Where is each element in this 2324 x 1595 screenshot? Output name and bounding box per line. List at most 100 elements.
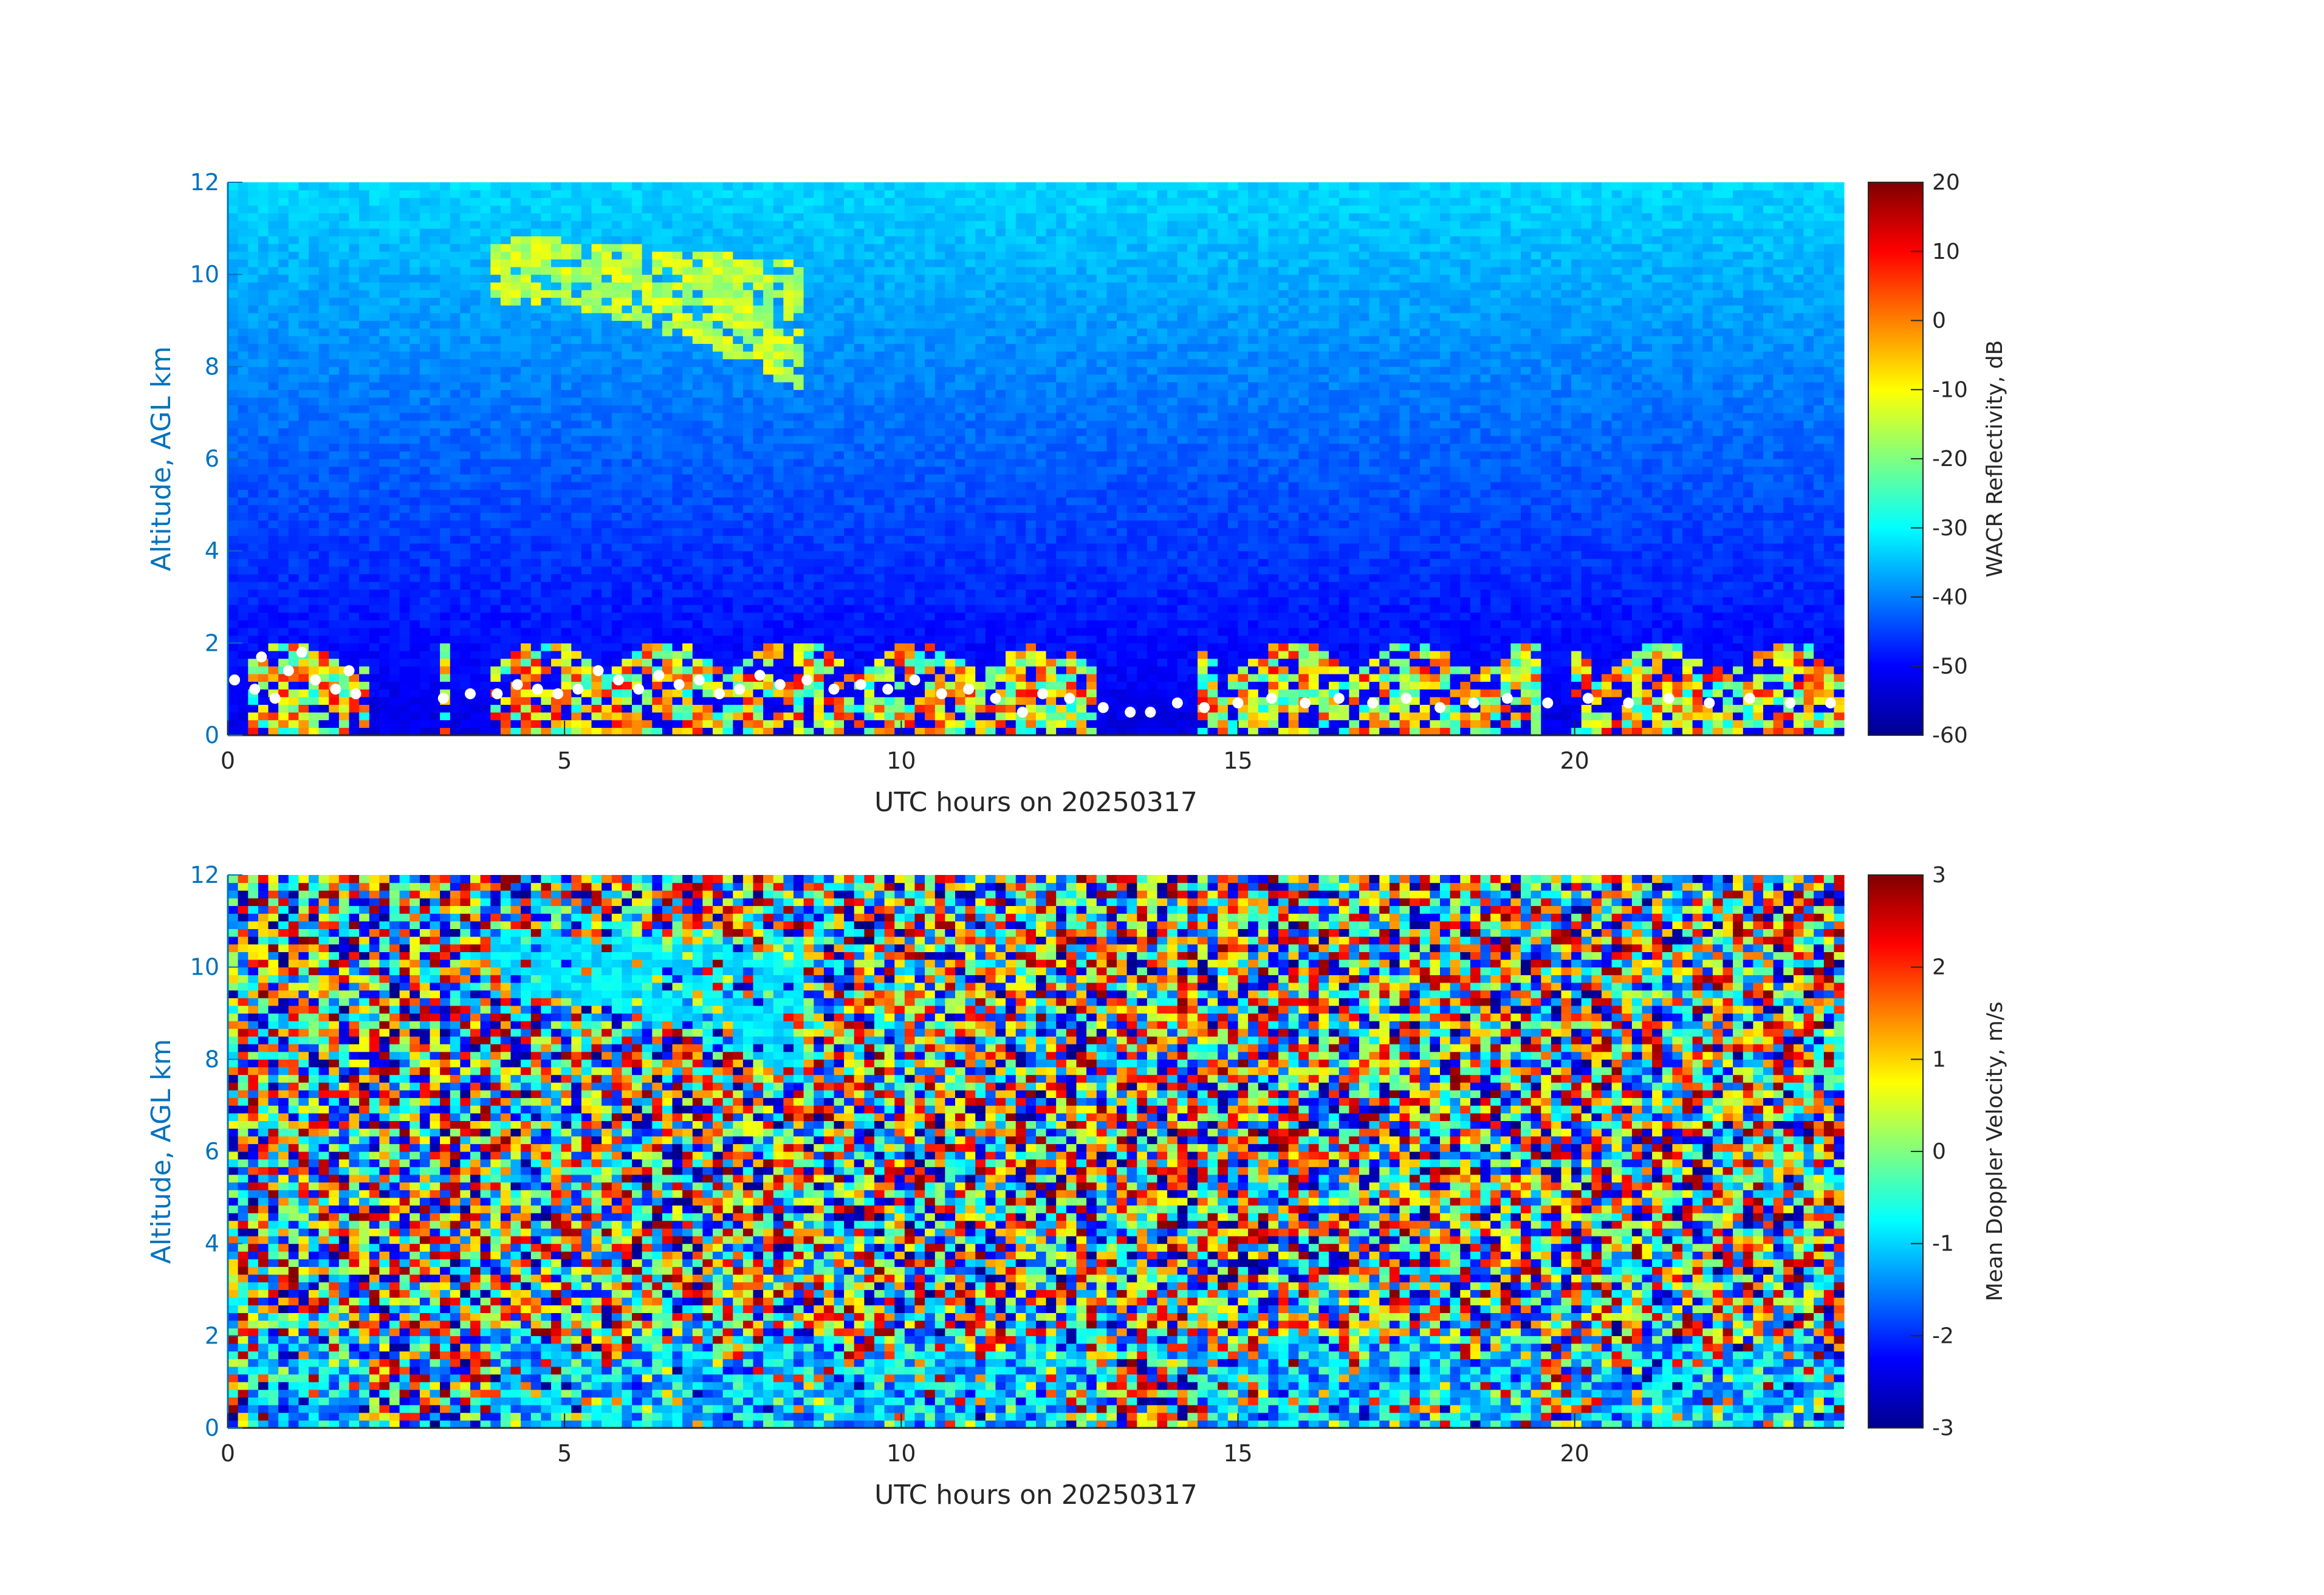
heatmap-cell [521,444,531,451]
heatmap-cell [885,628,895,636]
heatmap-cell [481,389,491,397]
heatmap-cell [794,651,804,659]
heatmap-cell [470,213,481,221]
heatmap-cell [379,389,389,397]
heatmap-cell [814,328,824,336]
heatmap-cell [490,628,501,636]
heatmap-cell [794,628,804,636]
heatmap-cell [693,382,703,390]
heatmap-cell [773,244,784,252]
heatmap-cell [329,290,339,298]
heatmap-cell [541,697,551,705]
heatmap-cell [632,666,642,674]
heatmap-cell [410,651,420,659]
heatmap-cell [693,389,703,397]
heatmap-cell [854,444,865,451]
heatmap-cell [369,298,380,306]
heatmap-cell [551,228,561,236]
heatmap-cell [501,205,511,213]
heatmap-cell [278,351,289,359]
heatmap-cell [369,397,380,405]
heatmap-cell [410,313,420,321]
heatmap-cell [460,566,470,574]
heatmap-cell [501,290,511,298]
heatmap-cell [753,497,764,505]
heatmap-cell [460,213,470,221]
heatmap-cell [673,697,683,705]
heatmap-cell [278,182,289,190]
heatmap-cell [693,336,703,344]
heatmap-cell [723,628,733,636]
heatmap-cell [682,535,693,543]
heatmap-cell [713,351,723,359]
heatmap-cell [319,228,329,236]
heatmap-cell [410,459,420,467]
heatmap-cell [885,413,895,420]
heatmap-cell [349,505,360,513]
heatmap-cell [894,505,905,513]
heatmap-cell [874,551,885,559]
heatmap-cell [723,451,733,459]
heatmap-cell [481,704,491,712]
heatmap-cell [490,213,501,221]
heatmap-cell [369,682,380,690]
heatmap-cell [531,497,541,505]
heatmap-cell [642,666,653,674]
heatmap-cell [874,605,885,612]
heatmap-cell [309,666,319,674]
heatmap-cell [339,275,349,283]
heatmap-cell [783,612,794,620]
heatmap-cell [814,351,824,359]
heatmap-cell [289,282,299,290]
heatmap-cell [874,720,885,728]
heatmap-cell [228,197,238,205]
heatmap-cell [349,190,360,198]
heatmap-cell [410,513,420,521]
heatmap-cell [420,374,430,382]
heatmap-cell [349,566,360,574]
heatmap-cell [481,382,491,390]
heatmap-cell [258,620,269,628]
heatmap-cell [490,228,501,236]
heatmap-cell [490,405,501,413]
heatmap-cell [662,566,673,574]
heatmap-cell [834,620,845,628]
heatmap-cell [551,636,561,643]
heatmap-cell [581,290,592,298]
heatmap-cell [682,221,693,228]
heatmap-cell [894,720,905,728]
heatmap-cell [592,428,602,436]
heatmap-cell [662,444,673,451]
heatmap-cell [490,374,501,382]
heatmap-cell [743,428,753,436]
heatmap-cell [632,321,642,329]
heatmap-cell [430,244,440,252]
heatmap-cell [743,436,753,444]
heatmap-cell [844,612,854,620]
heatmap-cell [269,543,279,551]
heatmap-cell [804,513,814,521]
heatmap-cell [662,451,673,459]
heatmap-cell [389,467,400,475]
heatmap-cell [501,190,511,198]
heatmap-cell [702,574,713,582]
heatmap-cell [783,704,794,712]
heatmap-cell [511,328,521,336]
heatmap-cell [804,420,814,428]
heatmap-cell [642,651,653,659]
heatmap-cell [309,397,319,405]
heatmap-cell [864,374,874,382]
heatmap-cell [612,275,622,283]
heatmap-cell [783,397,794,405]
heatmap-cell [804,558,814,566]
heatmap-cell [652,413,662,420]
heatmap-cell [470,605,481,612]
heatmap-cell [632,182,642,190]
heatmap-cell [238,581,249,589]
heatmap-cell [481,236,491,244]
heatmap-cell [814,298,824,306]
heatmap-cell [632,282,642,290]
heatmap-cell [622,589,632,597]
heatmap-cell [763,651,773,659]
heatmap-cell [561,674,572,682]
